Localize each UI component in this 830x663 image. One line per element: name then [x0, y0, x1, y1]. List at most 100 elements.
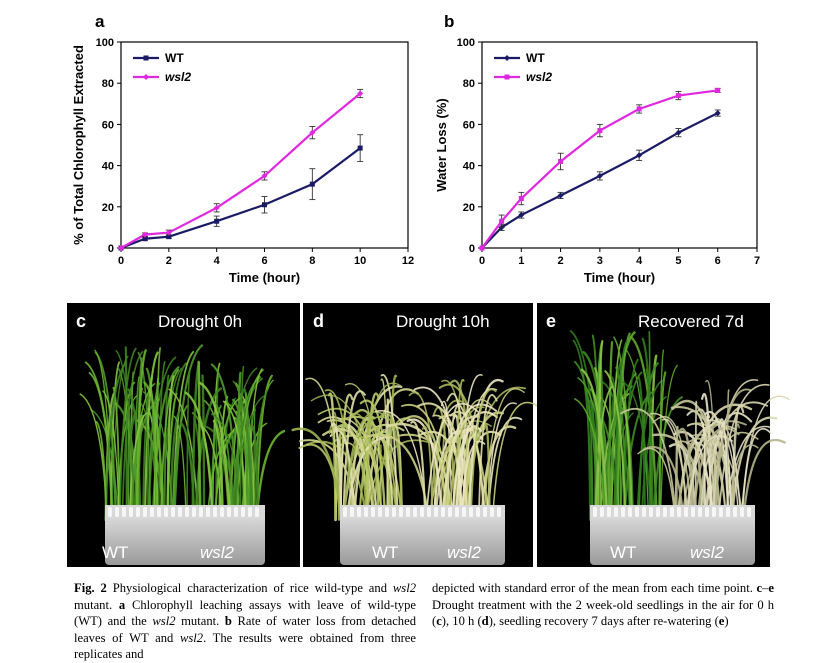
caption-run: mutant.: [175, 614, 225, 628]
seedlings-c-illustration: [79, 344, 286, 522]
legend-entry-wsl2: wsl2: [133, 70, 191, 84]
series-line-wsl2: [120, 92, 361, 249]
panel-letter-a: a: [95, 12, 105, 31]
data-point: [357, 90, 364, 97]
series-wsl2: [479, 87, 721, 251]
data-point: [675, 129, 682, 136]
photo-panel-d: d Drought 10h WT wsl2: [291, 303, 538, 567]
caption-run: –: [762, 581, 769, 595]
caption-run: Chlorophyll leaching assays with leave o…: [74, 597, 416, 629]
caption-run: wsl2: [392, 581, 416, 595]
chart-b: b 0 1 2 3 4 5 6 7 0 20 40 60 80 100 Time (hour) Water Lo…: [434, 12, 760, 285]
x-tick-label: 0: [118, 255, 124, 267]
legend-label: wsl2: [526, 70, 552, 84]
tray-label-wsl2-e: wsl2: [690, 543, 725, 562]
tray-label-wsl2-c: wsl2: [200, 543, 235, 562]
caption-run: Rate of water loss from detached leaves …: [74, 614, 416, 645]
legend-label: WT: [526, 51, 545, 65]
x-tick-label: 7: [754, 255, 760, 267]
tray-label-wt-d: WT: [372, 543, 398, 562]
data-point: [714, 110, 721, 117]
caption-run: depicted with standard error of the mean…: [432, 581, 757, 595]
data-point: [518, 196, 524, 202]
chart-a: a 0 2 4 6 8 10 12 0 20 40 60 80 100 Time (hour) % of To…: [71, 12, 414, 285]
data-point: [715, 87, 721, 93]
caption-column-2: depicted with standard error of the mean…: [432, 580, 774, 630]
x-tick-label: 3: [597, 255, 603, 267]
tray-label-wt-e: WT: [610, 543, 636, 562]
y-tick-label: 40: [102, 161, 114, 173]
data-point: [214, 218, 220, 224]
y-axis-label: Water Loss (%): [434, 98, 449, 191]
data-point: [518, 212, 525, 219]
caption-run: Drought treatment with the 2 week-old se…: [432, 597, 774, 629]
x-tick-label: 1: [518, 255, 524, 267]
caption-run: mutant.: [74, 597, 119, 612]
y-tick-label: 0: [469, 243, 475, 255]
tray-d: [340, 505, 505, 565]
y-tick-label: 80: [463, 78, 475, 90]
y-tick-label: 100: [457, 37, 475, 49]
data-point: [262, 202, 267, 208]
series-line-wsl2: [481, 89, 718, 249]
data-point: [166, 234, 172, 240]
x-tick-label: 6: [715, 255, 721, 267]
x-tick-label: 0: [479, 255, 485, 267]
x-tick-label: 5: [675, 255, 681, 267]
data-point: [596, 172, 603, 179]
x-axis-label: Time (hour): [229, 270, 300, 285]
data-point: [309, 129, 316, 136]
data-point: [499, 218, 505, 224]
tray-label-wsl2-d: wsl2: [447, 543, 482, 562]
x-tick-label: 6: [261, 255, 267, 267]
caption-run: c: [436, 614, 442, 628]
x-axis-label: Time (hour): [584, 270, 655, 285]
panel-title-e: Recovered 7d: [638, 312, 744, 331]
x-tick-label: 4: [214, 255, 221, 267]
panel-letter-d: d: [313, 311, 324, 331]
series-WT: [118, 134, 364, 251]
y-tick-label: 100: [96, 37, 114, 49]
data-point: [142, 236, 148, 242]
caption-run: wsl2: [179, 630, 204, 645]
panel-letter-e: e: [546, 311, 556, 331]
data-point: [479, 245, 485, 251]
x-tick-label: 2: [558, 255, 564, 267]
caption-run: ), seedling recovery 7 days after re-wat…: [488, 614, 719, 628]
caption-run: Fig. 2: [74, 581, 107, 595]
data-point: [597, 128, 603, 134]
series-wsl2: [118, 88, 364, 251]
seedlings-e-illustration: [569, 330, 790, 522]
y-tick-label: 0: [108, 243, 114, 255]
y-tick-label: 60: [102, 119, 114, 131]
x-tick-label: 12: [402, 255, 414, 267]
data-point: [261, 172, 268, 179]
legend-entry-wsl2: wsl2: [494, 70, 552, 84]
data-point: [357, 145, 363, 151]
caption-run: ), 10 h (: [441, 614, 482, 628]
photo-panel-e: e Recovered 7d WT wsl2: [537, 303, 790, 567]
panel-title-d: Drought 10h: [396, 312, 490, 331]
caption-run: c: [756, 581, 763, 595]
tray-c: [105, 505, 265, 565]
data-point: [141, 231, 148, 238]
y-tick-label: 40: [463, 161, 475, 173]
plot-frame: [481, 41, 758, 249]
caption-column-1: Fig. 2 Physiological characterization of…: [74, 580, 416, 663]
data-point: [675, 93, 681, 99]
panel-letter-c: c: [76, 311, 86, 331]
caption-run: wsl2: [152, 614, 176, 628]
panel-letter-b: b: [444, 12, 454, 31]
caption-run: d: [481, 614, 489, 628]
data-point: [557, 192, 564, 199]
legend-entry-WT: WT: [133, 51, 184, 65]
caption-run: e: [768, 581, 774, 595]
seedlings-d-illustration: [291, 374, 538, 522]
series-line-WT: [481, 112, 719, 249]
data-point: [636, 106, 642, 112]
caption-run: Physiological characterization of rice w…: [106, 581, 393, 595]
caption-run: b: [224, 614, 232, 628]
tray-e: [590, 505, 755, 565]
data-point: [309, 181, 315, 187]
